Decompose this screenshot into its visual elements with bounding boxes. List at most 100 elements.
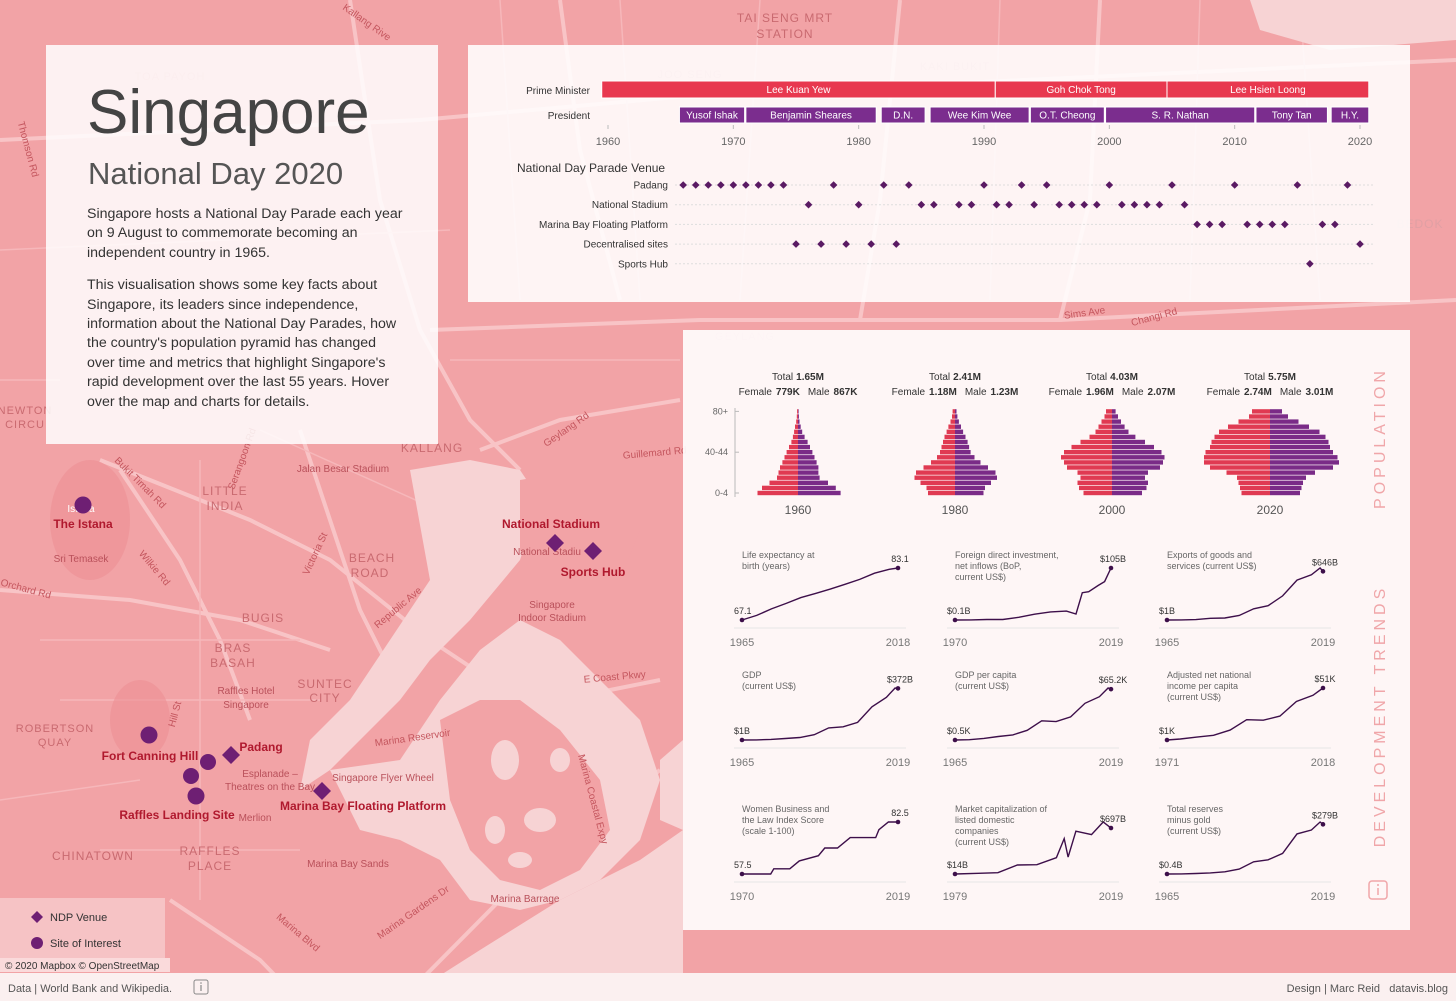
male-bar[interactable]: [1270, 444, 1330, 450]
female-bar[interactable]: [1098, 424, 1113, 429]
male-bar[interactable]: [955, 429, 964, 434]
footer-info-button[interactable]: [193, 979, 209, 995]
male-bar[interactable]: [798, 439, 808, 445]
venue-marker[interactable]: [313, 782, 331, 800]
female-bar[interactable]: [1071, 444, 1113, 450]
venue-year-marker[interactable]: [955, 200, 963, 209]
female-bar[interactable]: [948, 424, 955, 429]
female-bar[interactable]: [780, 465, 798, 470]
site-marker[interactable]: [187, 787, 205, 805]
site-marker[interactable]: [200, 754, 216, 770]
male-bar[interactable]: [955, 424, 961, 429]
female-bar[interactable]: [789, 444, 798, 450]
male-bar[interactable]: [798, 409, 799, 414]
female-bar[interactable]: [1219, 429, 1270, 434]
venue-year-marker[interactable]: [930, 200, 938, 209]
trend-line[interactable]: [741, 687, 899, 741]
female-bar[interactable]: [1210, 465, 1270, 470]
venue-year-marker[interactable]: [717, 181, 725, 189]
venue-marker[interactable]: [584, 542, 602, 560]
president-bar[interactable]: [880, 106, 926, 124]
female-bar[interactable]: [1095, 429, 1113, 434]
venue-year-marker[interactable]: [992, 200, 1001, 209]
male-bar[interactable]: [955, 475, 997, 480]
venue-year-marker[interactable]: [1243, 220, 1251, 229]
trend-line[interactable]: [954, 821, 1112, 875]
male-bar[interactable]: [1112, 490, 1142, 496]
female-bar[interactable]: [1089, 434, 1113, 440]
male-bar[interactable]: [1270, 434, 1326, 440]
male-bar[interactable]: [1112, 434, 1136, 440]
venue-year-marker[interactable]: [1180, 200, 1189, 209]
venue-year-marker[interactable]: [1281, 220, 1289, 229]
venue-year-marker[interactable]: [1055, 200, 1063, 209]
female-bar[interactable]: [1237, 475, 1270, 480]
trend-line[interactable]: [954, 687, 1112, 741]
female-bar[interactable]: [1064, 450, 1112, 455]
venue-year-marker[interactable]: [779, 181, 788, 189]
trend-start-point[interactable]: [1164, 871, 1170, 877]
male-bar[interactable]: [1112, 419, 1121, 424]
male-bar[interactable]: [955, 480, 991, 485]
male-bar[interactable]: [1112, 409, 1116, 414]
male-bar[interactable]: [1270, 414, 1288, 419]
site-marker[interactable]: [183, 768, 199, 784]
venue-year-marker[interactable]: [1218, 220, 1226, 229]
venue-year-marker[interactable]: [691, 181, 700, 189]
female-bar[interactable]: [796, 414, 798, 419]
female-bar[interactable]: [931, 460, 955, 465]
female-bar[interactable]: [1214, 434, 1271, 440]
male-bar[interactable]: [1270, 419, 1299, 424]
venue-year-marker[interactable]: [854, 200, 863, 209]
trend-start-point[interactable]: [739, 617, 745, 623]
female-bar[interactable]: [1061, 455, 1112, 460]
female-bar[interactable]: [941, 444, 956, 450]
venue-year-marker[interactable]: [1130, 200, 1139, 209]
male-bar[interactable]: [798, 470, 819, 475]
male-bar[interactable]: [955, 470, 996, 475]
male-bar[interactable]: [1270, 409, 1282, 414]
venue-year-marker[interactable]: [1268, 220, 1277, 229]
male-bar[interactable]: [1112, 485, 1147, 491]
venue-year-marker[interactable]: [1143, 200, 1151, 209]
female-bar[interactable]: [782, 460, 798, 465]
venue-year-marker[interactable]: [842, 240, 850, 248]
trend-line[interactable]: [1166, 821, 1324, 875]
president-bar[interactable]: [1029, 106, 1105, 124]
male-bar[interactable]: [1270, 460, 1339, 465]
female-bar[interactable]: [946, 429, 955, 434]
trend-line[interactable]: [954, 567, 1112, 621]
venue-year-marker[interactable]: [879, 181, 888, 189]
venue-year-marker[interactable]: [754, 181, 763, 189]
male-bar[interactable]: [1112, 414, 1118, 419]
venue-year-marker[interactable]: [1017, 181, 1026, 189]
venue-year-marker[interactable]: [704, 181, 713, 189]
female-bar[interactable]: [1067, 465, 1112, 470]
venue-year-marker[interactable]: [892, 240, 901, 248]
male-bar[interactable]: [955, 409, 957, 414]
male-bar[interactable]: [1270, 490, 1300, 496]
venue-year-marker[interactable]: [1067, 200, 1076, 209]
venue-year-marker[interactable]: [817, 240, 825, 248]
female-bar[interactable]: [1064, 460, 1112, 465]
male-bar[interactable]: [798, 490, 841, 496]
male-bar[interactable]: [1270, 429, 1320, 434]
female-bar[interactable]: [928, 490, 955, 496]
female-bar[interactable]: [1204, 460, 1270, 465]
male-bar[interactable]: [955, 419, 959, 424]
president-bar[interactable]: [1330, 106, 1370, 124]
site-marker[interactable]: [74, 496, 92, 514]
male-bar[interactable]: [1270, 450, 1333, 455]
female-bar[interactable]: [1241, 490, 1271, 496]
male-bar[interactable]: [798, 444, 810, 450]
female-bar[interactable]: [1079, 485, 1112, 491]
female-bar[interactable]: [950, 419, 956, 424]
venue-year-marker[interactable]: [1230, 181, 1239, 189]
venue-year-marker[interactable]: [767, 181, 775, 189]
female-bar[interactable]: [1205, 450, 1271, 455]
president-bar[interactable]: [678, 106, 746, 124]
female-bar[interactable]: [1238, 480, 1271, 485]
male-bar[interactable]: [1270, 424, 1309, 429]
female-bar[interactable]: [1080, 439, 1113, 445]
female-bar[interactable]: [1211, 439, 1271, 445]
